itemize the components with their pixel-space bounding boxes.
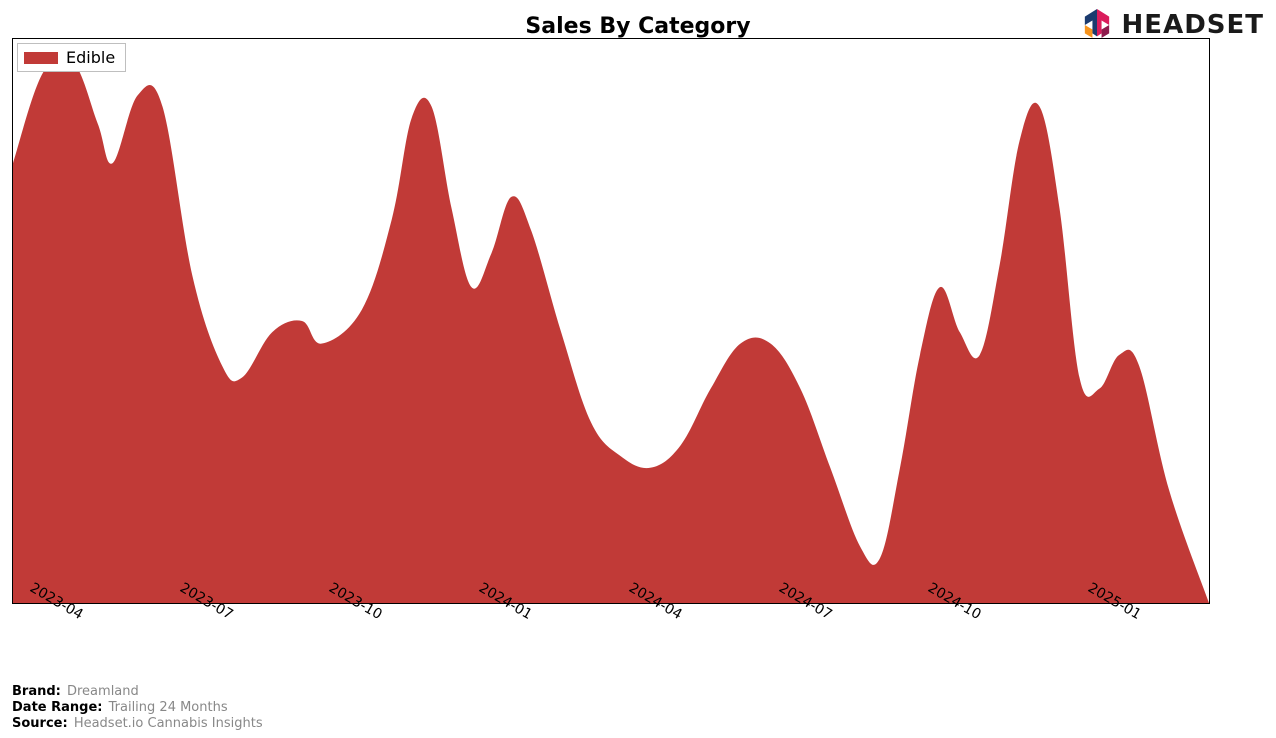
legend: Edible xyxy=(17,43,126,72)
meta-value: Headset.io Cannabis Insights xyxy=(70,716,263,731)
logo-text: HEADSET xyxy=(1122,10,1264,40)
meta-label: Brand: xyxy=(12,684,61,699)
meta-value: Trailing 24 Months xyxy=(104,700,227,715)
meta-value: Dreamland xyxy=(63,684,139,699)
meta-label: Source: xyxy=(12,716,68,731)
legend-label: Edible xyxy=(66,48,115,67)
meta-label: Date Range: xyxy=(12,700,102,715)
meta-row: Source: Headset.io Cannabis Insights xyxy=(12,716,263,731)
meta-row: Date Range: Trailing 24 Months xyxy=(12,700,228,715)
area-series-edible xyxy=(13,56,1209,603)
area-chart xyxy=(13,39,1209,603)
meta-row: Brand: Dreamland xyxy=(12,684,139,699)
legend-swatch xyxy=(24,52,58,64)
plot-area: Edible xyxy=(12,38,1210,604)
